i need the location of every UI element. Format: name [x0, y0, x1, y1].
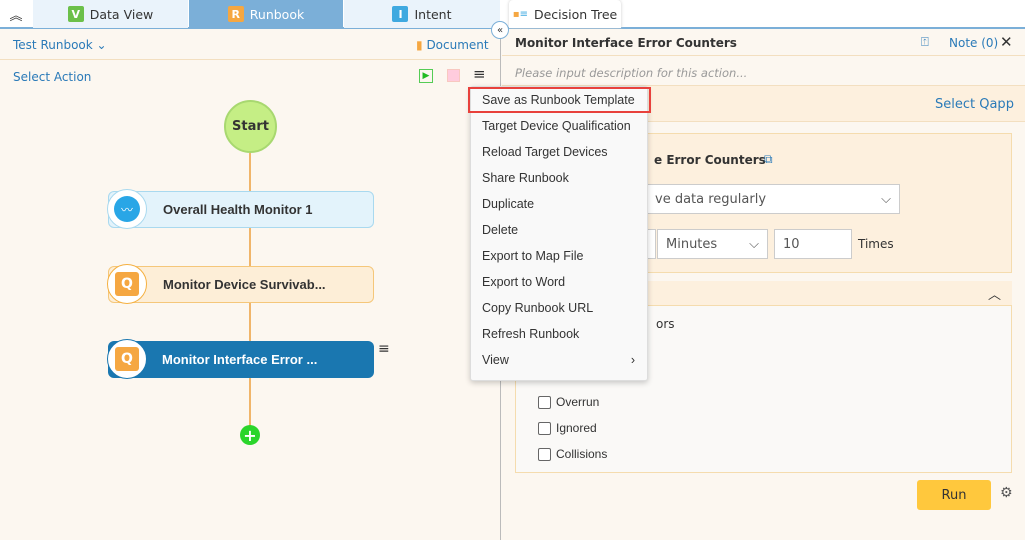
collapse-up-icon[interactable]: ︽: [9, 8, 23, 24]
menu-duplicate[interactable]: Duplicate: [482, 197, 535, 211]
checkbox-collisions[interactable]: Collisions: [538, 447, 607, 461]
action-title: Monitor Interface Error Counters: [515, 36, 737, 50]
checkbox-ignored[interactable]: Ignored: [538, 421, 597, 435]
menu-view[interactable]: View ›: [482, 353, 635, 367]
tab-label: Intent: [414, 6, 452, 22]
chevron-right-icon: ›: [630, 353, 635, 367]
times-label: Times: [858, 237, 894, 251]
add-node-icon[interactable]: +: [240, 425, 260, 445]
menu-icon[interactable]: ≡: [473, 65, 486, 83]
menu-export-word[interactable]: Export to Word: [482, 275, 566, 289]
note-button[interactable]: Note (0): [949, 36, 999, 50]
unit-dropdown[interactable]: Minutes ⌵: [657, 229, 768, 259]
connector: [249, 228, 251, 266]
tab-intent[interactable]: I Intent: [344, 0, 500, 28]
select-action-link[interactable]: Select Action: [13, 70, 92, 84]
menu-target-device-qualification[interactable]: Target Device Qualification: [482, 119, 631, 133]
node-menu-icon[interactable]: ≡: [378, 341, 390, 357]
times-input[interactable]: 10: [774, 229, 852, 259]
tab-bar: ︽ V Data View R Runbook I Intent ▪≡ Decision…: [0, 0, 1025, 29]
menu-export-map-file[interactable]: Export to Map File: [482, 249, 584, 263]
document-button[interactable]: ▮ Document: [416, 38, 489, 52]
qapp-icon: Q: [107, 264, 147, 304]
menu-reload-target-devices[interactable]: Reload Target Devices: [482, 145, 608, 159]
open-qapp-icon[interactable]: ⧉: [764, 152, 773, 166]
stop-icon[interactable]: [447, 69, 460, 82]
select-qapp-link[interactable]: Select Qapp: [935, 97, 1014, 112]
gear-icon[interactable]: ⚙: [1000, 485, 1013, 501]
checkbox-overrun[interactable]: Overrun: [538, 395, 599, 409]
share-icon[interactable]: ⍐: [921, 35, 929, 50]
close-icon[interactable]: ✕: [1000, 33, 1013, 51]
start-node[interactable]: Start: [224, 100, 277, 153]
play-icon[interactable]: ▶: [419, 69, 433, 83]
tab-decision-tree[interactable]: ▪≡ Decision Tree: [509, 0, 621, 28]
runbook-panel: Test Runbook ⌄ ▮ Document Select Action …: [0, 29, 501, 540]
collapse-panel-button[interactable]: «: [491, 21, 509, 39]
tab-label: Data View: [89, 6, 154, 22]
runbook-context-menu: Save as Runbook Template Target Device Q…: [468, 86, 651, 381]
tab-data-view[interactable]: V Data View: [33, 0, 188, 28]
chevron-down-icon: ⌵: [881, 191, 891, 207]
node-monitor-interface-error[interactable]: Monitor Interface Error ...: [108, 341, 374, 378]
health-monitor-icon: 〰: [107, 189, 147, 229]
tab-runbook[interactable]: R Runbook: [189, 0, 343, 28]
tab-label: Decision Tree: [533, 6, 618, 22]
connector: [249, 303, 251, 341]
menu-save-as-template[interactable]: Save as Runbook Template: [468, 87, 651, 113]
data-view-icon: V: [67, 6, 84, 22]
menu-delete[interactable]: Delete: [482, 223, 519, 237]
chevron-down-icon: ⌵: [749, 236, 759, 252]
description-input[interactable]: Please input description for this action…: [515, 66, 748, 80]
run-button[interactable]: Run: [917, 480, 991, 510]
connector: [249, 153, 251, 191]
runbook-selector[interactable]: Test Runbook ⌄: [13, 38, 107, 52]
node-monitor-device-survivability[interactable]: Monitor Device Survivab...: [108, 266, 374, 303]
menu-share-runbook[interactable]: Share Runbook: [482, 171, 569, 185]
tab-label: Runbook: [249, 6, 305, 22]
chevron-up-icon[interactable]: ︿: [988, 288, 1002, 303]
menu-copy-url[interactable]: Copy Runbook URL: [482, 301, 594, 315]
qapp-icon: Q: [107, 339, 147, 379]
runbook-icon: R: [227, 6, 244, 22]
menu-refresh[interactable]: Refresh Runbook: [482, 327, 580, 341]
connector: [249, 378, 251, 426]
qapp-title: e Error Counters: [654, 153, 766, 167]
node-overall-health-monitor[interactable]: Overall Health Monitor 1: [108, 191, 374, 228]
mode-dropdown[interactable]: ve data regularly ⌵: [632, 184, 900, 214]
document-icon: ▮: [416, 38, 423, 52]
decision-tree-icon: ▪≡: [512, 8, 528, 20]
intent-icon: I: [392, 6, 409, 22]
errors-label: ors: [656, 317, 675, 331]
